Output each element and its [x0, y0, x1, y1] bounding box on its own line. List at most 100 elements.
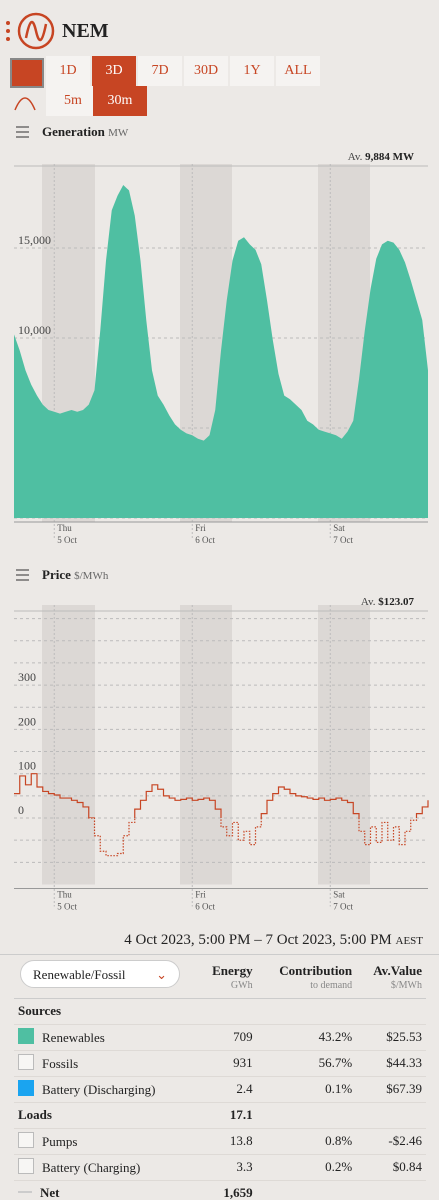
y-tick-label: 300: [18, 670, 36, 684]
cell: Battery (Discharging): [14, 1076, 197, 1103]
y-tick-label: 0: [18, 803, 24, 817]
price-chart: Av. $123.07 0 100 200 300 Thu 5 Oct Fri 6 Oct Sat…: [14, 596, 429, 912]
average: Av. 9,884 MW: [348, 151, 414, 163]
period-text: 4 Oct 2023, 5:00 PM – 7 Oct 2023, 5:00 P…: [124, 932, 392, 948]
column-title: Av.Value: [373, 962, 422, 978]
chart-title: Generation: [42, 124, 105, 139]
app-title: NEM: [62, 20, 109, 42]
swatch[interactable]: [18, 1054, 34, 1070]
cell: Sources: [14, 998, 197, 1025]
x-tick-label: Thu 5 Oct: [57, 523, 77, 545]
cell: Pumps: [14, 1128, 197, 1155]
x-tick-label: Fri 6 Oct: [195, 890, 215, 912]
cell: 43.2%: [256, 1024, 357, 1051]
cell: $67.39: [356, 1076, 426, 1103]
cell: 931: [197, 1050, 257, 1077]
cell: Loads: [14, 1102, 197, 1129]
generation-heading: Generation MW: [42, 124, 128, 140]
swatch[interactable]: [18, 1158, 34, 1174]
range-button[interactable]: 7D: [138, 56, 182, 86]
chart-type-toggle[interactable]: [10, 58, 44, 88]
unit: $/MWh: [74, 570, 109, 582]
average-prefix: Av.: [348, 151, 363, 163]
interval-button[interactable]: 30m: [93, 86, 147, 116]
data-row: Pumps 13.8 0.8% -$2.46: [14, 1128, 426, 1155]
y-tick-label: 15,000: [18, 233, 51, 247]
data-row: Battery (Discharging) 2.4 0.1% $67.39: [14, 1076, 426, 1103]
night-band: [180, 605, 232, 885]
range-button[interactable]: 30D: [184, 56, 228, 86]
data-row: Fossils 931 56.7% $44.33: [14, 1050, 426, 1077]
cell: [356, 998, 426, 1025]
row-label: Battery (Discharging): [42, 1082, 156, 1097]
x-tick-label: Fri 6 Oct: [195, 523, 215, 545]
cell: [256, 1102, 357, 1129]
y-tick-label: 200: [18, 714, 36, 728]
interval-button[interactable]: 5m: [46, 86, 100, 116]
cell: 0.1%: [256, 1076, 357, 1103]
average-prefix: Av.: [361, 596, 376, 608]
cell: -$2.46: [356, 1128, 426, 1155]
swatch[interactable]: [18, 1080, 34, 1096]
cell: 17.1: [197, 1102, 257, 1129]
cell: [14, 958, 197, 999]
unit: MW: [108, 127, 129, 139]
section-row: Loads 17.1: [14, 1102, 426, 1129]
cell: Av.Value $/MWh: [356, 958, 426, 999]
price-line: [14, 773, 429, 819]
period: 4 Oct 2023, 5:00 PM – 7 Oct 2023, 5:00 P…: [124, 932, 423, 949]
column-title: Contribution: [279, 962, 353, 978]
column-unit: to demand: [310, 979, 353, 991]
price-heading: Price $/MWh: [42, 567, 108, 583]
row-label: Battery (Charging): [42, 1160, 141, 1175]
average: Av. $123.07: [361, 596, 415, 608]
cell: [356, 1180, 426, 1200]
range-button[interactable]: 1D: [46, 56, 90, 86]
cell: 2.4: [197, 1076, 257, 1103]
column-title: Energy: [212, 962, 253, 978]
cell: Battery (Charging): [14, 1154, 197, 1181]
chart-title: Price: [42, 567, 71, 582]
section-row: Sources: [14, 998, 426, 1025]
cell: 0.8%: [256, 1128, 357, 1155]
cell: Energy GWh: [197, 958, 257, 999]
cell: 1,659: [197, 1180, 257, 1200]
swatch[interactable]: [18, 1028, 34, 1044]
cell: 709: [197, 1024, 257, 1051]
swatch[interactable]: [18, 1132, 34, 1148]
row-label: Net: [40, 1185, 60, 1200]
net-swatch: [18, 1191, 32, 1193]
cell: Contribution to demand: [256, 958, 357, 999]
night-band: [318, 605, 370, 885]
net-row: Net 1,659: [14, 1180, 426, 1200]
cell: Net: [14, 1180, 197, 1200]
curve-toggle[interactable]: [10, 88, 40, 114]
timezone: AEST: [395, 935, 424, 947]
range-button[interactable]: 3D: [92, 56, 136, 86]
cell: 13.8: [197, 1128, 257, 1155]
data-row: Renewables 709 43.2% $25.53: [14, 1024, 426, 1051]
header-row: Energy GWh Contribution to demand Av.Value $/…: [14, 958, 426, 999]
range-button[interactable]: ALL: [276, 56, 320, 86]
x-tick-label: Sat 7 Oct: [333, 890, 353, 912]
cell: [356, 1102, 426, 1129]
menu-icon[interactable]: [16, 126, 30, 138]
cell: $0.84: [356, 1154, 426, 1181]
x-tick-label: Sat 7 Oct: [333, 523, 353, 545]
cell: 0.2%: [256, 1154, 357, 1181]
logo: [6, 12, 55, 50]
row-label: Fossils: [42, 1056, 79, 1071]
row-label: Pumps: [42, 1134, 78, 1149]
cell: [256, 998, 357, 1025]
summary-table: Energy GWh Contribution to demand Av.Value $/…: [14, 958, 426, 1200]
menu-icon[interactable]: [16, 569, 30, 581]
cell: Renewables: [14, 1024, 197, 1051]
cell: [256, 1180, 357, 1200]
cell: [197, 998, 257, 1025]
data-row: Battery (Charging) 3.3 0.2% $0.84: [14, 1154, 426, 1181]
range-button[interactable]: 1Y: [230, 56, 274, 86]
cell: $44.33: [356, 1050, 426, 1077]
column-unit: GWh: [230, 979, 253, 991]
